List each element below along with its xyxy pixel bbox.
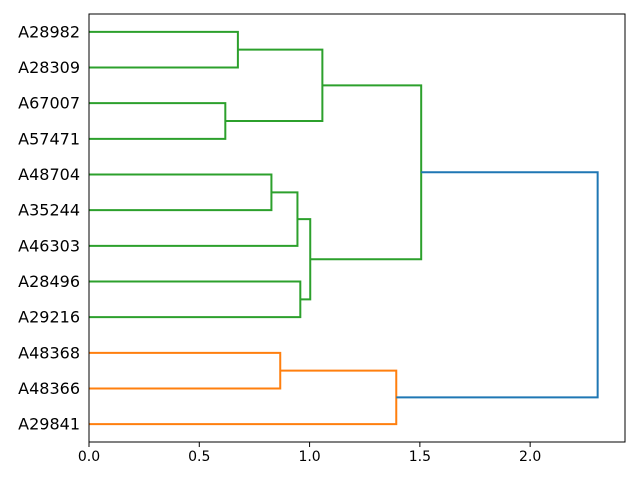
leaf-label-A29216: A29216 bbox=[18, 308, 80, 327]
leaf-label-A28982: A28982 bbox=[18, 22, 80, 41]
leaf-label-A48704: A48704 bbox=[18, 165, 80, 184]
dendrogram-link-m3 bbox=[89, 173, 273, 212]
leaf-label-A35244: A35244 bbox=[18, 201, 80, 220]
leaf-label-A48366: A48366 bbox=[18, 379, 80, 398]
leaf-label-A29841: A29841 bbox=[18, 415, 80, 434]
dendrogram-link-m2 bbox=[89, 102, 227, 140]
leaf-label-A57471: A57471 bbox=[18, 129, 80, 148]
leaf-label-A48368: A48368 bbox=[18, 343, 80, 362]
leaf-label-A46303: A46303 bbox=[18, 236, 80, 255]
x-tick-label-0.0: 0.0 bbox=[78, 449, 100, 465]
leaf-label-A28496: A28496 bbox=[18, 272, 80, 291]
x-tick-label-1.0: 1.0 bbox=[298, 449, 320, 465]
dendrogram-link-m4 bbox=[89, 191, 299, 247]
x-tick-label-1.5: 1.5 bbox=[409, 449, 431, 465]
x-tick-label-2.0: 2.0 bbox=[519, 449, 541, 465]
x-tick-label-0.5: 0.5 bbox=[188, 449, 210, 465]
plot-border bbox=[88, 13, 626, 443]
leaf-label-A67007: A67007 bbox=[18, 94, 80, 113]
leaf-label-A28309: A28309 bbox=[18, 58, 80, 77]
dendrogram-link-m11 bbox=[396, 171, 599, 399]
